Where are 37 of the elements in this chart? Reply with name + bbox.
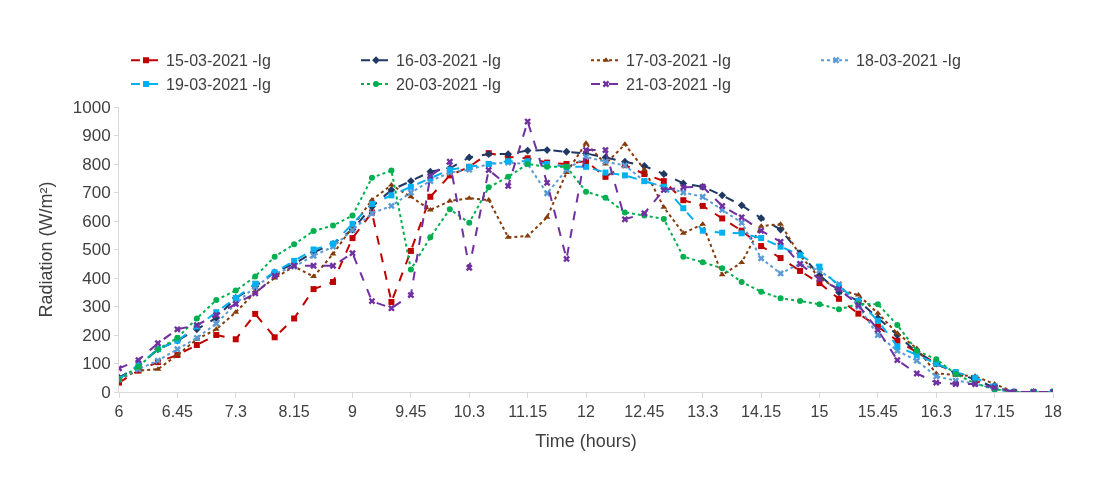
x-tick-label: 10.3 [453, 403, 485, 421]
x-tick-label: 8.15 [278, 403, 310, 421]
x-tick-label: 9.45 [395, 403, 427, 421]
legend-label: 17-03-2021 -Ig [626, 52, 731, 70]
y-tick-label: 200 [82, 325, 111, 345]
x-tick-label: 14.15 [741, 403, 782, 421]
y-tick-label: 900 [82, 126, 111, 146]
x-tick-label: 15 [810, 403, 829, 421]
x-tick-label: 18 [1044, 403, 1062, 421]
x-tick-label: 9 [348, 403, 358, 421]
legend-label: 19-03-2021 -Ig [166, 76, 271, 94]
x-tick-label: 11.15 [508, 403, 548, 421]
x-tick-label: 12 [577, 403, 595, 421]
x-tick-label: 6 [114, 403, 124, 421]
y-axis-title: Radiation (W/m²) [35, 181, 56, 318]
y-tick-label: 500 [82, 240, 111, 260]
legend-label: 15-03-2021 -Ig [166, 52, 271, 70]
legend-label: 18-03-2021 -Ig [856, 52, 961, 70]
x-tick-label: 6.45 [161, 403, 194, 421]
y-tick-label: 700 [82, 183, 111, 203]
x-axis-title: Time (hours) [535, 431, 637, 452]
y-tick-label: 400 [82, 268, 111, 288]
y-tick-label: 300 [82, 297, 111, 317]
legend-label: 16-03-2021 -Ig [396, 52, 501, 70]
legend-label: 21-03-2021 -Ig [626, 76, 731, 94]
x-tick-label: 16.3 [920, 403, 952, 421]
legend-label: 20-03-2021 -Ig [396, 76, 501, 94]
y-tick-label: 800 [82, 154, 111, 174]
y-tick-label: 0 [101, 382, 111, 402]
x-tick-label: 13.3 [687, 403, 719, 421]
x-tick-label: 15.45 [857, 403, 898, 421]
x-tick-label: 17.15 [974, 403, 1015, 421]
y-tick-label: 600 [82, 211, 111, 231]
x-tick-label: 12.45 [624, 403, 665, 421]
y-tick-label: 100 [82, 354, 111, 374]
y-tick-label: 1000 [72, 97, 111, 117]
x-tick-label: 7.3 [224, 403, 247, 421]
